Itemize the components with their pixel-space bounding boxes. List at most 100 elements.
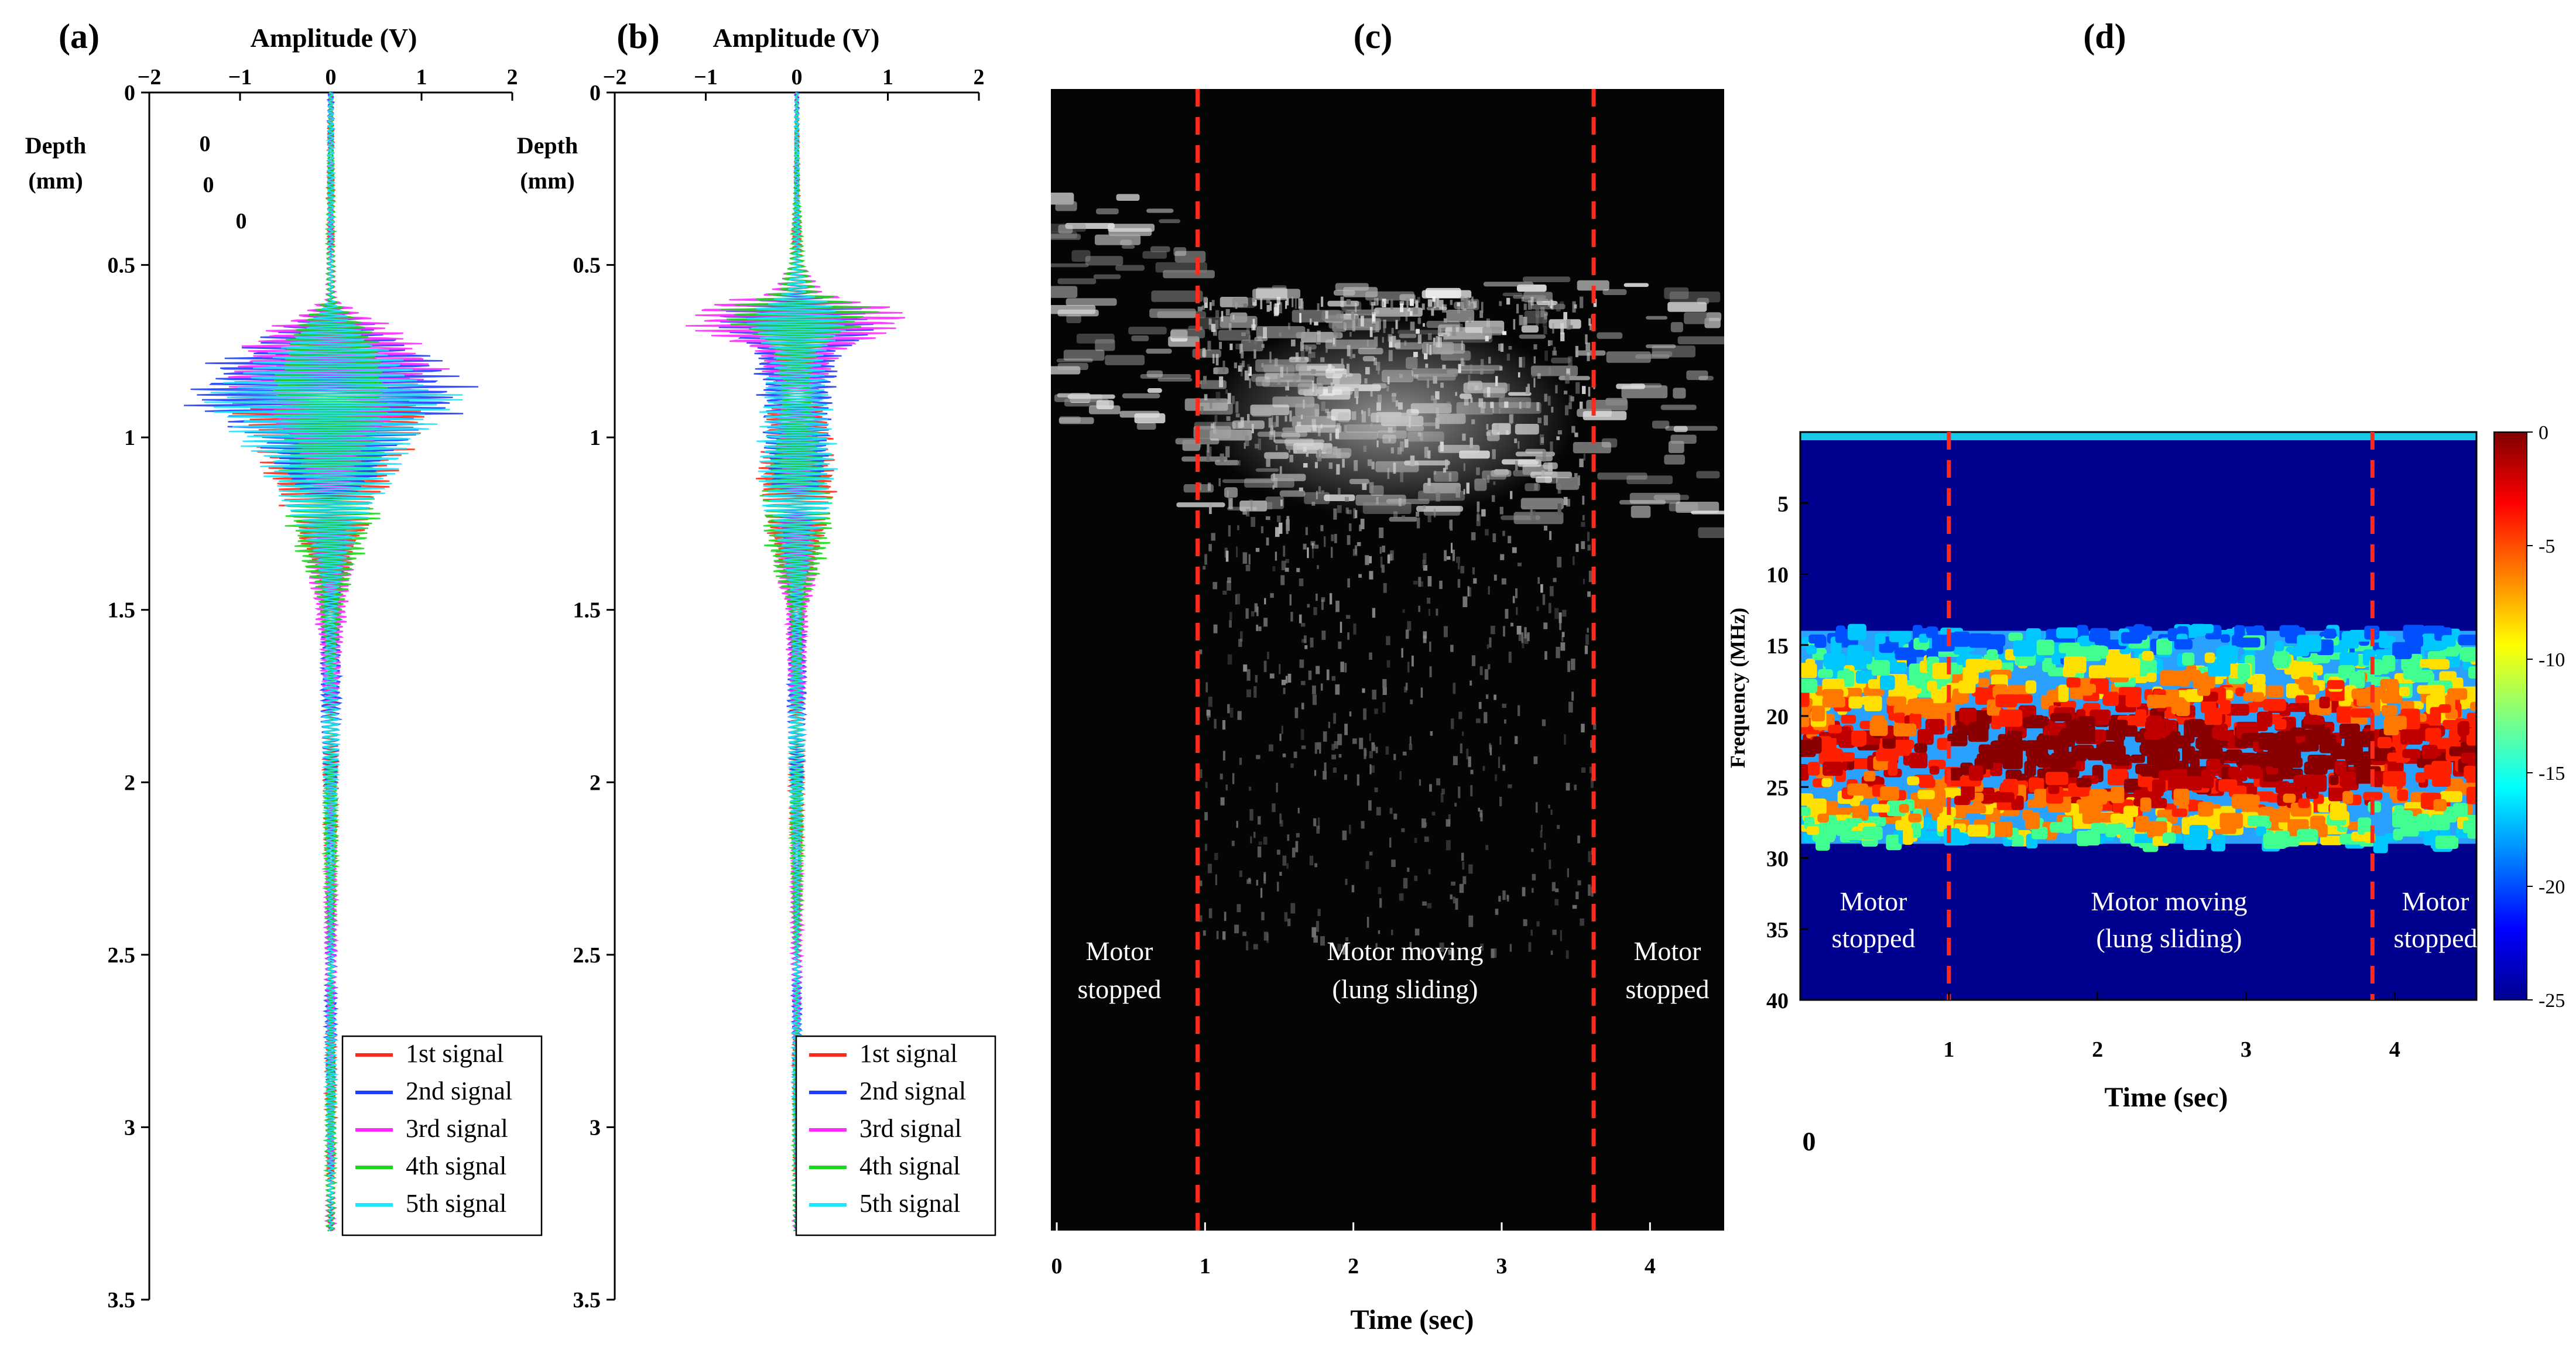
panel-c-speckle-dot xyxy=(1501,578,1506,585)
panel-c-speckle-band xyxy=(1051,224,1086,232)
panel-c-speckle-band xyxy=(1159,219,1181,224)
panel-d-spectral-cell xyxy=(2005,769,2022,780)
panel-c-speckle-dot xyxy=(1369,751,1373,759)
panel-d-spectral-cell xyxy=(2247,815,2269,827)
panel-b-y-tick-label: 0.5 xyxy=(573,253,601,278)
panel-c-speckle-dot xyxy=(1246,509,1250,517)
panel-d-spectral-cell xyxy=(2181,670,2201,681)
panel-a-legend: 1st signal 2nd signal 3rd signal 4th signal… xyxy=(341,1035,543,1236)
panel-d-spectral-cell xyxy=(2430,707,2441,724)
panel-c-speckle-dot xyxy=(1261,912,1265,920)
panel-c-speckle-dot xyxy=(1569,476,1573,481)
panel-c-speckle-band xyxy=(1577,280,1609,291)
panel-c-speckle-dot xyxy=(1410,699,1413,704)
panel-c-speckle-dot xyxy=(1424,836,1429,842)
panel-c-speckle-band xyxy=(1684,312,1710,324)
panel-d-annotation-3-line1: Motor xyxy=(2402,886,2469,916)
panel-c-speckle-texture xyxy=(1051,193,1724,959)
panel-c-speckle-dot xyxy=(1253,686,1257,698)
panel-d-annotation-2-line1: Motor moving xyxy=(2091,886,2247,916)
panel-d-spectral-cell xyxy=(2339,724,2360,739)
panel-d-spectral-cell xyxy=(2324,628,2337,639)
panel-c-speckle-dot xyxy=(1253,944,1258,950)
panel-d-spectral-cell xyxy=(2209,815,2222,830)
panel-c-speckle-dot xyxy=(1272,566,1276,571)
panel-c-speckle-dot xyxy=(1299,614,1302,623)
panel-d-spectral-cell xyxy=(1800,764,1809,781)
panel-c-speckle-dot xyxy=(1439,580,1443,590)
panel-c-speckle-dot xyxy=(1575,891,1579,900)
panel-c-speckle-dot xyxy=(1200,406,1204,413)
panel-c-speckle-dot xyxy=(1498,756,1501,768)
panel-c-speckle-dot xyxy=(1549,586,1554,597)
panel-c-speckle-dot xyxy=(1213,368,1218,375)
panel-c-speckle-dot xyxy=(1584,645,1588,655)
panel-d-spectral-cell xyxy=(2269,808,2290,823)
panel-c-speckle-dot xyxy=(1582,515,1585,521)
panel-c-speckle-dot xyxy=(1436,298,1439,307)
panel-c-speckle-dot xyxy=(1206,710,1210,716)
panel-c-speckle-dot xyxy=(1386,636,1390,646)
panel-d-spectral-cell xyxy=(2350,708,2373,718)
panel-d-spectral-cell xyxy=(1811,707,1825,722)
panel-c-speckle-dot xyxy=(1574,473,1578,478)
panel-c-annotation-3-line1: Motor xyxy=(1634,936,1701,966)
panel-d-spectral-cell xyxy=(1927,801,1943,814)
panel-c-speckle-dot xyxy=(1345,879,1348,885)
panel-c-speckle-dot xyxy=(1427,512,1431,523)
panel-d-spectral-cell xyxy=(2146,673,2157,683)
panel-d-spectral-cell xyxy=(2274,640,2284,652)
panel-c-speckle-dot xyxy=(1279,734,1282,741)
panel-c-speckle-dot xyxy=(1283,687,1286,694)
panel-c-speckle-band xyxy=(1669,502,1698,512)
panel-c-speckle-dot xyxy=(1582,578,1585,584)
panel-c-speckle-dot xyxy=(1549,340,1553,345)
panel-c-speckle-dot xyxy=(1585,634,1589,645)
panel-c-speckle-dot xyxy=(1551,882,1556,892)
panel-c-speckle-dot xyxy=(1544,651,1547,660)
panel-c-speckle-dot xyxy=(1342,309,1348,313)
panel-c-speckle-dot xyxy=(1552,929,1557,936)
panel-c-speckle-dot xyxy=(1246,324,1250,334)
panel-c-speckle-dot xyxy=(1301,745,1306,749)
panel-d-spectral-cell xyxy=(1812,736,1822,754)
panel-d-spectral-cell xyxy=(1982,634,2006,647)
panel-c-speckle-dot xyxy=(1256,879,1259,886)
panel-d-spectral-cell xyxy=(1863,787,1875,799)
panel-c-speckle-dot xyxy=(1530,297,1534,306)
panel-c-speckle-dot xyxy=(1478,702,1482,710)
panel-c-speckle-dot xyxy=(1202,348,1206,357)
panel-c-speckle-dot xyxy=(1429,784,1432,792)
panel-c-speckle-dot xyxy=(1393,813,1397,820)
panel-d-spectral-cell xyxy=(2339,772,2356,787)
panel-d-spectral-cell xyxy=(1986,649,1998,661)
panel-c-speckle-dot xyxy=(1389,807,1393,814)
panel-d-spectral-cell xyxy=(1895,647,1917,660)
panel-b-x-tick-label: −1 xyxy=(694,65,718,90)
panel-c-speckle-dot xyxy=(1345,937,1349,941)
panel-d-spectral-cell xyxy=(2079,635,2092,647)
panel-c-speckle-dot xyxy=(1299,578,1304,587)
panel-c-speckle-band xyxy=(1121,245,1135,249)
panel-c-speckle-dot xyxy=(1407,867,1410,872)
panel-c-speckle-dot xyxy=(1386,660,1390,668)
panel-c-speckle-dot xyxy=(1589,766,1592,773)
panel-c-speckle-dot xyxy=(1287,919,1291,927)
panel-c-speckle-dot xyxy=(1374,708,1378,714)
panel-c-speckle-dot xyxy=(1455,898,1458,910)
panel-c-speckle-dot xyxy=(1447,556,1451,560)
panel-c-speckle-dot xyxy=(1228,323,1232,331)
panel-c-speckle-band xyxy=(1535,476,1553,483)
panel-c-speckle-dot xyxy=(1580,918,1585,926)
panel-c-speckle-band xyxy=(1170,328,1205,338)
panel-c-speckle-dot xyxy=(1533,756,1538,765)
panel-d-spectral-cell xyxy=(1814,635,1827,648)
panel-c-speckle-band xyxy=(1051,231,1078,239)
panel-c-speckle-dot xyxy=(1359,525,1362,532)
panel-c-speckle-dot xyxy=(1251,611,1255,616)
panel-c-speckle-dot xyxy=(1484,669,1489,680)
panel-c-speckle-dot xyxy=(1221,311,1224,322)
panel-c-speckle-dot xyxy=(1512,547,1517,553)
panel-d-spectral-cell xyxy=(2312,655,2331,663)
panel-c-speckle-band xyxy=(1522,276,1571,282)
